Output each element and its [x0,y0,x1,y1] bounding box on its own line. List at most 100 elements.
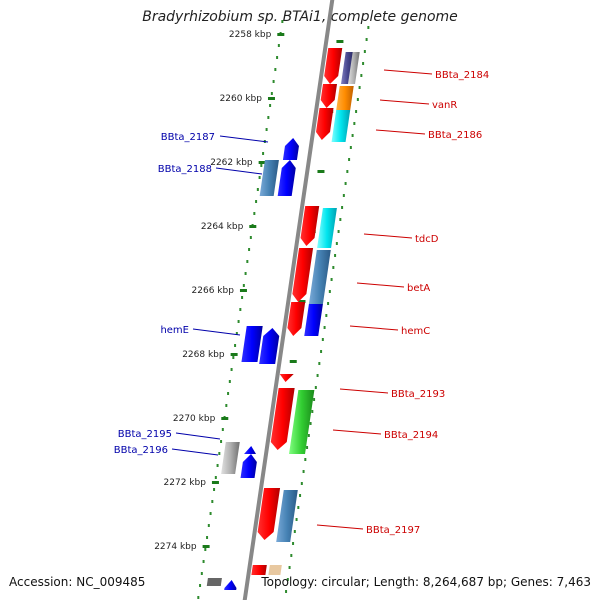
gene-label: vanR [432,100,457,111]
track-dot [244,272,247,275]
track-dot [220,440,223,443]
track-dot [302,470,305,473]
leader-line [175,432,221,440]
track-dot [363,50,366,53]
track-dot [334,254,337,257]
gene-feature [289,390,315,454]
scale-tick [239,289,247,292]
gene-feature [221,442,240,474]
gene-feature [308,250,331,304]
track-dot [313,398,316,401]
track-dot [200,572,203,575]
gene-label: BBta_2186 [428,130,482,141]
gene-feature [224,580,237,590]
track-dot [355,110,358,113]
gene-feature [320,84,338,108]
track-dot [316,374,319,377]
scale-tick-label: 2270 kbp [173,414,216,424]
leader-line [356,282,405,288]
leader-line [332,429,382,435]
track-dot [248,248,251,251]
scale-tick [249,225,257,228]
gene-feature [251,565,267,575]
track-dot [309,422,312,425]
track-dot [204,548,207,551]
gene-label: BBta_2187 [161,132,215,143]
gene-label: BBta_2194 [384,430,438,441]
track-dot [342,194,345,197]
track-dot [358,86,361,89]
track-dot [211,500,214,503]
track-dot [207,524,210,527]
gene-feature [270,388,295,450]
backbone-line [242,0,335,600]
scale-tick-label: 2264 kbp [201,222,244,232]
track-dot [327,302,330,305]
gene-feature [282,138,299,160]
gene-label: betA [407,283,430,294]
track-dot [225,404,228,407]
track-dot [335,242,338,245]
track-dot [214,476,217,479]
track-dot [344,182,347,185]
scale-tick [298,300,306,303]
leader-line [339,388,389,394]
leader-line [192,328,241,336]
track-dot [356,98,359,101]
gene-label: BBta_2195 [118,429,172,440]
scale-tick [336,40,344,43]
scale-tick-label: 2268 kbp [182,350,225,360]
gene-feature [277,160,296,196]
track-dot [304,458,307,461]
gene-feature [259,328,280,364]
gene-label: BBta_2193 [391,389,445,400]
gene-labels: BBta_2184 vanR BBta_2186 tdcD betA hemC BBta_2… [114,69,489,536]
scale-tick [289,360,297,363]
leader-line [219,135,269,143]
leader-line [215,167,263,175]
gene-label: BBta_2197 [366,525,420,536]
track-dot [341,206,344,209]
gene-feature [292,248,314,302]
scale-tick-label: 2266 kbp [192,286,235,296]
scale-tick [202,545,210,548]
track-dot [288,566,291,569]
track-dot [311,410,314,413]
gene-feature [304,304,323,336]
scale-tick [211,481,219,484]
scale-tick-label: 2274 kbp [154,542,197,552]
scale-tick [230,353,238,356]
gene-features [206,48,360,590]
gene-feature [268,565,282,575]
track-dot [272,80,275,83]
scale-tick-label: 2262 kbp [210,158,253,168]
track-dot [199,584,202,587]
track-dot [221,428,224,431]
track-dot [362,62,365,65]
gene-feature [316,108,334,140]
track-dot [260,164,263,167]
track-dot [351,134,354,137]
track-dot [295,518,298,521]
track-dot [277,44,280,47]
genome-summary: Topology: circular; Length: 8,264,687 bp… [261,575,591,589]
track-dot [339,218,342,221]
track-dot [270,92,273,95]
gene-feature [240,454,257,478]
track-dot [274,68,277,71]
track-dot [206,536,209,539]
gene-feature [331,110,351,142]
track-dot [332,266,335,269]
scale-tick-label: 2258 kbp [229,30,272,40]
track-dot [293,530,296,533]
track-dot [197,596,200,599]
track-dot [323,326,326,329]
track-dot [228,380,231,383]
scale-tick-label: 2260 kbp [220,94,263,104]
gene-feature [279,374,294,382]
scale-tick [221,417,229,420]
leader-line [363,233,413,239]
track-dot [299,494,302,497]
track-dot [239,308,242,311]
